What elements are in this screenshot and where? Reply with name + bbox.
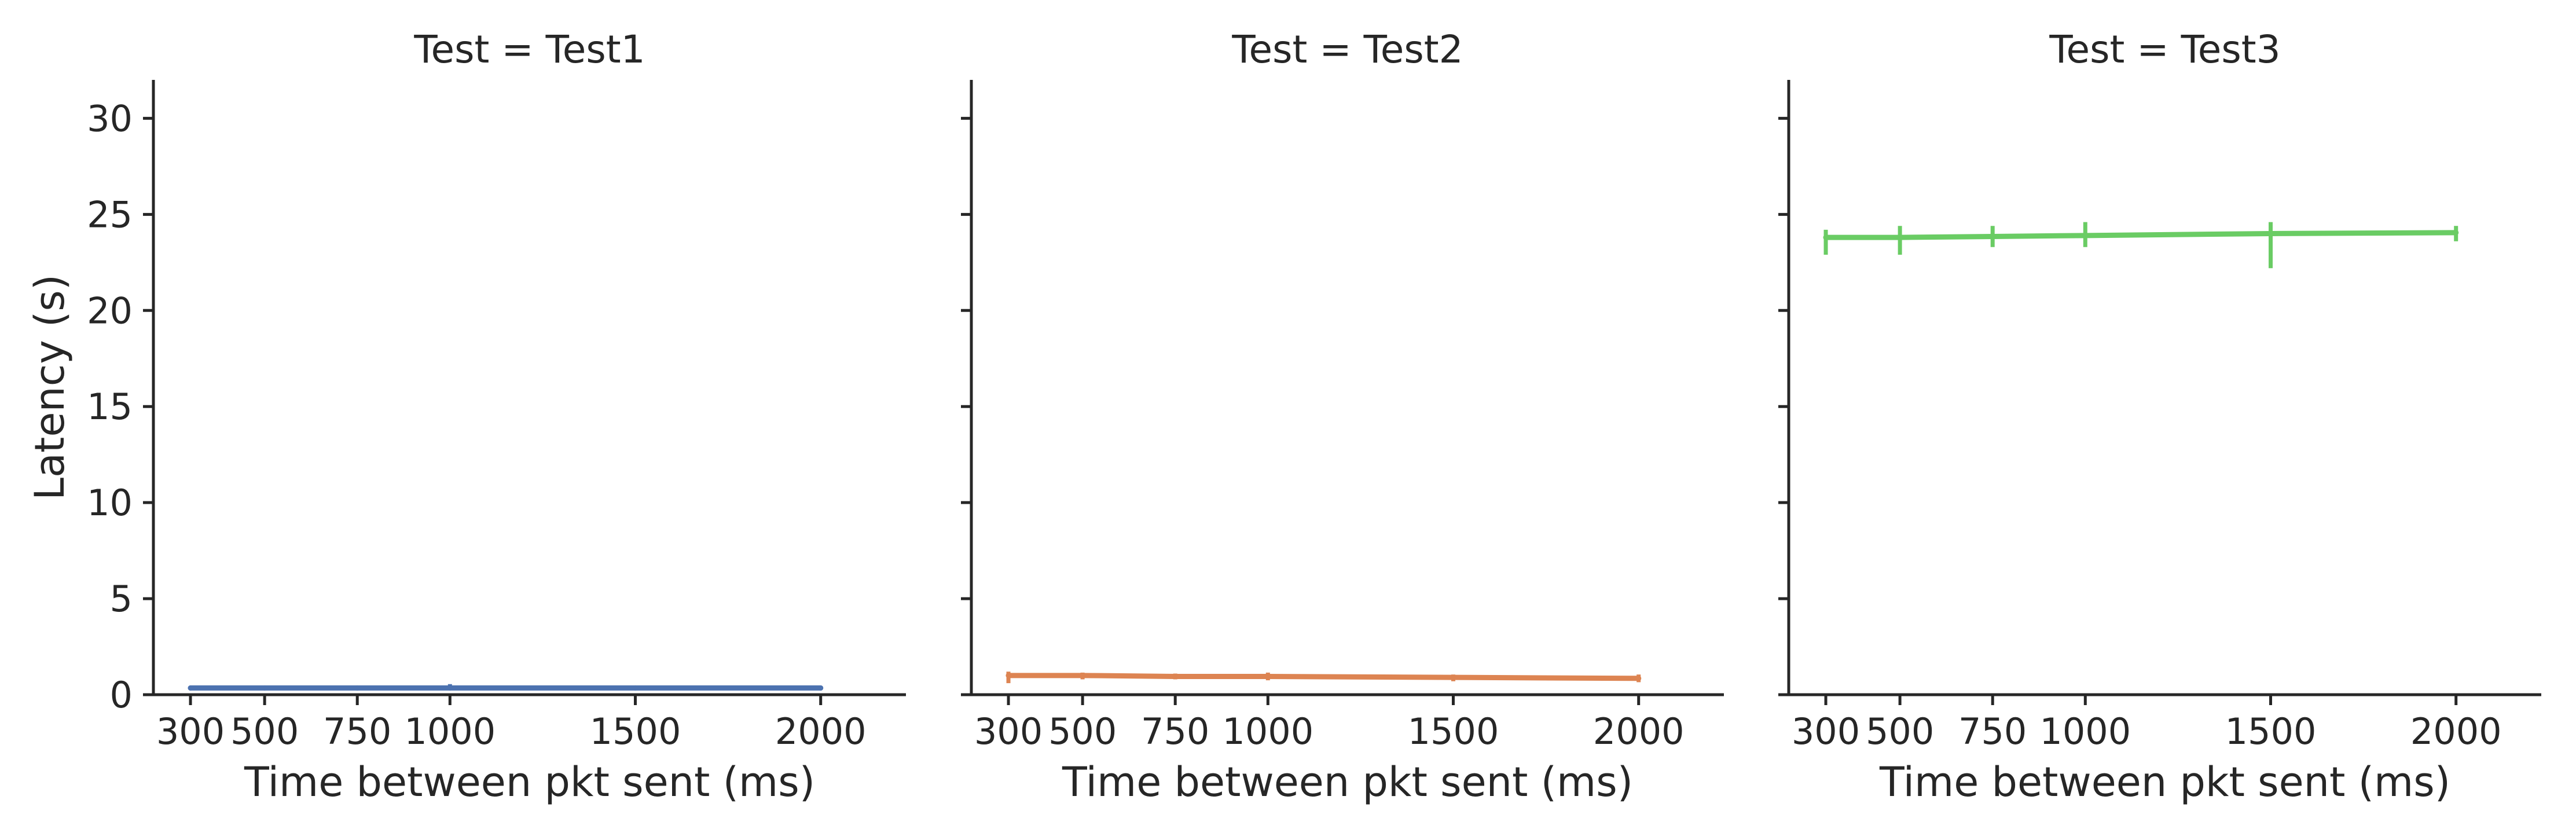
x-tick-label: 500 [1048,710,1117,753]
x-tick-label: 750 [323,710,391,753]
data-point [1823,234,1829,240]
panel-3: Test = Test3 300 500 750 1000 1500 2000 Time be… [1778,27,2541,806]
data-point [1451,674,1456,680]
x-tick-label: 1500 [1408,710,1499,753]
x-tick-label: 300 [974,710,1043,753]
series-1 [188,684,824,691]
data-point [1265,673,1271,679]
x-tick-label: 500 [230,710,299,753]
panel-title: Test = Test3 [2049,27,2280,72]
x-tick-label: 1000 [1222,710,1313,753]
x-axis-label: Time between pkt sent (ms) [244,758,815,806]
data-point [818,685,824,691]
x-tick-label: 1000 [404,710,496,753]
data-point [2453,230,2459,236]
y-tick-label: 10 [87,482,133,524]
data-point [188,685,193,691]
x-tick-label: 1000 [2039,710,2131,753]
data-point [447,685,453,691]
y-tick-label: 20 [87,289,133,332]
series-line [1823,230,2459,240]
x-tick-label: 300 [1792,710,1860,753]
y-tick-label: 0 [110,674,133,716]
data-point [633,685,639,691]
y-tick-label: 25 [87,193,133,236]
data-point [354,685,360,691]
series-1 [1006,672,1642,684]
y-tick-label: 5 [110,578,133,620]
panel-title: Test = Test2 [1231,27,1463,72]
x-tick-label: 750 [1958,710,2027,753]
y-tick-label: 15 [87,386,133,428]
panel-2: Test = Test2 300 500 750 1000 1500 2000 Time be… [961,27,1724,806]
x-axis-label: Time between pkt sent (ms) [1062,758,1633,806]
x-tick-label: 1500 [590,710,681,753]
data-point [1990,233,1995,239]
panel-title: Test = Test1 [413,27,645,72]
panel-1: Test = Test1 0 5 10 15 20 25 30 300 500 750 1000 150… [26,27,906,806]
x-tick-label: 500 [1866,710,1934,753]
x-tick-label: 2000 [775,710,867,753]
x-tick-label: 300 [156,710,225,753]
data-point [2268,231,2274,236]
data-point [262,685,267,691]
data-point [2082,233,2088,239]
data-point [1897,234,1903,240]
x-tick-label: 1500 [2225,710,2317,753]
series-1 [1823,222,2459,269]
x-tick-label: 2000 [2410,710,2502,753]
y-axis-label: Latency (s) [26,274,74,500]
y-tick-label: 30 [87,97,133,140]
x-tick-label: 750 [1141,710,1209,753]
x-axis-label: Time between pkt sent (ms) [1879,758,2450,806]
series-line [1006,673,1642,681]
data-point [1080,673,1085,678]
x-tick-label: 2000 [1593,710,1685,753]
data-point [1172,673,1178,679]
data-point [1636,676,1642,681]
data-point [1006,673,1011,678]
